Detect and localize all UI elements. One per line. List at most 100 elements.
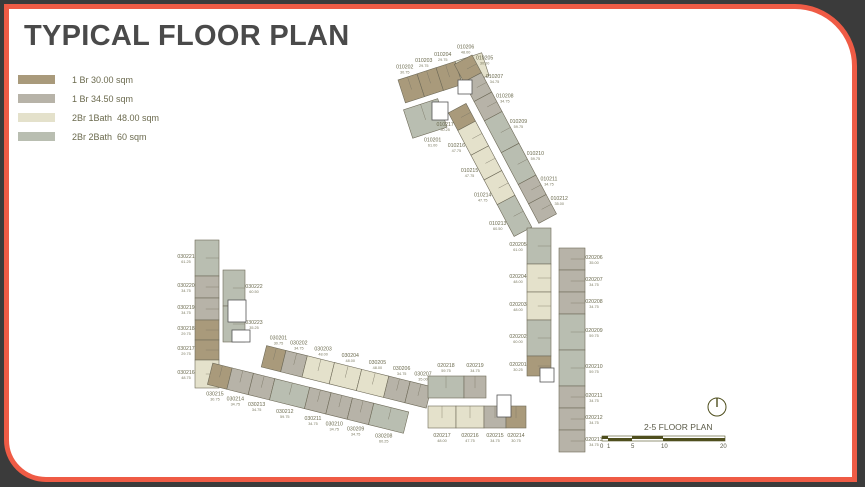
unit-id-label: 010216 [448,143,465,149]
unit-area-label: 47.75 [465,174,475,178]
unit-id-label: 030208 [375,434,392,440]
unit-wall [219,365,223,378]
unit-wall [476,82,487,88]
unit-id-label: 010204 [434,52,451,58]
unit-area-label: 34.75 [490,439,500,443]
unit-id-label: 030220 [177,283,194,289]
unit-area-label: 59.75 [441,369,451,373]
unit-wall [513,211,524,217]
legend-label: 1 Br 30.00 sqm [72,74,134,85]
unit-wall [261,375,265,388]
unit-area-label: 48.00 [513,280,523,284]
unit-area-label: 61.00 [513,248,523,252]
unit-id-label: 020219 [466,363,483,369]
legend-swatch [18,75,55,84]
unit-area-label: 29.75 [181,332,191,336]
unit-area-label: 48.00 [373,366,383,370]
unit-id-label: 030209 [347,427,364,433]
legend-swatch [18,113,55,122]
unit-id-label: 020217 [433,433,450,439]
unit-id-label: 010217 [436,122,453,128]
unit-area-label: 30.75 [274,341,284,345]
unit-area-label: 34.75 [470,369,480,373]
unit-id-label: 020214 [507,433,524,439]
unit-id-label: 020209 [585,328,602,334]
unit-id-label: 020203 [509,302,526,308]
unit-wall [293,353,297,365]
unit-area-label: 34.75 [500,100,510,104]
unit-wall [420,104,426,120]
unit-area-label: 47.75 [465,439,475,443]
unit-wall [500,127,511,133]
unit-id-label: 020218 [437,363,454,369]
unit-area-label: 61.00 [428,143,438,147]
unit-wall [388,407,392,420]
unit-wall [517,159,528,165]
unit-wall [417,384,422,396]
unit-id-label: 010209 [510,119,527,125]
unit-wall [239,370,244,383]
legend-item: 1 Br 34.50 sqm [18,89,159,108]
unit-area-label: 30.00 [480,62,490,66]
stair-core [496,394,512,418]
unit-id-label: 010201 [424,137,441,143]
unit-area-label: 34.75 [589,305,599,309]
unit-id-label: 020208 [585,299,602,305]
unit-id-label: 020206 [585,255,602,261]
unit-area-label: 59.75 [280,415,290,419]
unit-area-label: 34.75 [544,183,554,187]
unit-id-label: 020205 [509,242,526,248]
unit-wall [372,372,376,385]
unit-wall [541,204,552,210]
unit-id-label: 030215 [206,392,223,398]
unit-area-label: 48.75 [181,376,191,380]
legend-swatch [18,94,55,103]
unit-area-label: 34.75 [308,422,318,426]
legend-item: 2Br 1Bath 48.00 sqm [18,108,159,127]
unit-wall [485,158,496,164]
unit-area-label: 60.50 [493,227,503,231]
unit-area-label: 59.75 [589,370,599,374]
unit-id-label: 020212 [585,415,602,421]
unit-id-label: 010206 [457,45,474,51]
unit-area-label: 48.00 [513,308,523,312]
stair-core [231,329,251,343]
unit-id-label: 030213 [248,402,265,408]
unit-area-label: 59.75 [514,125,524,129]
unit-id-label: 020202 [509,334,526,340]
legend-label: 1 Br 34.50 sqm [72,93,134,104]
unit-id-label: 020213 [585,437,602,443]
unit-area-label: 61.25 [181,260,191,264]
unit-area-label: 34.75 [589,283,599,287]
unit-area-label: 34.75 [397,372,407,376]
unit-id-label: 030206 [393,366,410,372]
unit-wall [344,365,349,378]
unit-wall [338,395,342,408]
unit-wall [472,133,483,139]
unit-area-label: 34.75 [589,399,599,403]
legend: 1 Br 30.00 sqm 1 Br 34.50 sqm 2Br 1Bath … [18,70,159,146]
unit-id-label: 030201 [270,335,287,341]
unit-area-label: 35.00 [589,261,599,265]
unit-id-label: 030212 [276,409,293,415]
unit-id-label: 030207 [414,371,431,377]
unit-id-label: 010208 [496,94,513,100]
unit-wall [289,382,293,395]
unit-area-label: 34.75 [589,421,599,425]
unit-id-label: 030202 [290,340,307,346]
scale-bar-segment [602,436,608,439]
unit-area-label: 48.00 [318,352,328,356]
unit-area-label: 35.25 [249,326,259,330]
scale-tick: 0 [600,444,604,450]
scale-tick: 20 [720,444,727,450]
scale-bar-segment [608,438,632,441]
stair-core [539,367,555,383]
unit-area-label: 35.00 [555,202,565,206]
scale-tick: 10 [661,444,668,450]
unit-id-label: 010210 [527,151,544,157]
unit-area-label: 34.75 [330,427,340,431]
unit-wall [360,400,364,413]
unit-area-label: 34.75 [181,311,191,315]
unit-wall [531,184,542,191]
